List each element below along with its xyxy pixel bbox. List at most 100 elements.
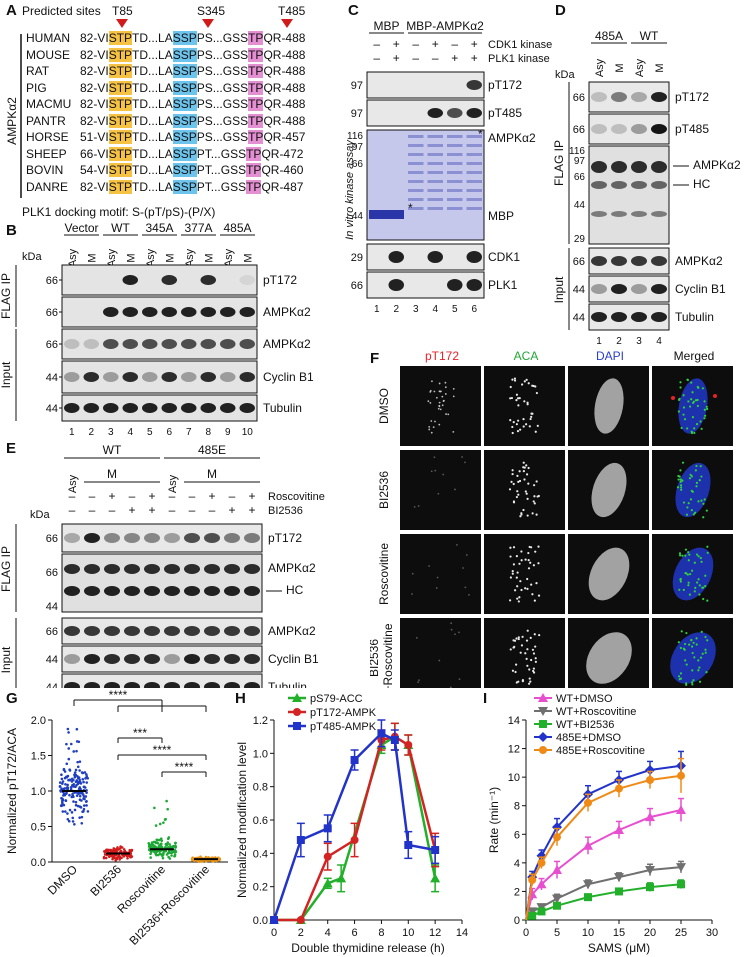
- data-point: [68, 793, 71, 797]
- micrograph-tile: [400, 450, 481, 530]
- blot-band: [64, 626, 80, 636]
- x-tick-label: 4: [325, 927, 331, 939]
- data-point: [58, 781, 62, 784]
- kinetochore-dot: [511, 469, 514, 472]
- y-tick-label: 0.0: [253, 915, 268, 927]
- y-axis-label: Rate (min⁻¹): [487, 787, 501, 853]
- blot-band: [447, 279, 463, 291]
- marker: [322, 878, 333, 888]
- kda-label: kDa: [30, 509, 50, 521]
- blot-band: [83, 372, 99, 382]
- blot-strip: [366, 99, 485, 127]
- alignment-k2: SSP: [172, 47, 197, 62]
- blot-band: [466, 279, 482, 291]
- sig-label: ***: [133, 726, 147, 740]
- data-point: [82, 797, 85, 800]
- data-point: [157, 844, 161, 848]
- kinetochore-dot: [685, 513, 689, 516]
- data-point: [170, 854, 173, 857]
- blot-band: [122, 339, 138, 349]
- data-point: [159, 842, 163, 845]
- blot-band: [181, 307, 197, 317]
- marker: [377, 729, 386, 738]
- data-point: [59, 804, 63, 807]
- alignment-start: 82-: [80, 179, 98, 194]
- kinetochore-dot: [525, 639, 529, 642]
- data-point: [122, 855, 126, 858]
- x-tick-label: 0: [523, 927, 529, 939]
- data-point: [60, 777, 64, 781]
- data-point: [68, 769, 72, 772]
- kinetochore-dot: [689, 498, 693, 501]
- kinetochore-dot: [537, 545, 540, 548]
- gel-band: [466, 207, 482, 210]
- gel-band: [466, 144, 482, 147]
- kinetochore-dot: [684, 548, 688, 551]
- kinetochore-dot: [705, 670, 708, 674]
- site-arrows: [116, 19, 293, 28]
- kinetochore-dot: [511, 425, 514, 429]
- kinetochore-dot: [679, 677, 683, 680]
- data-point: [162, 849, 166, 853]
- treatment-sign: –: [69, 489, 76, 503]
- blot-band: [142, 403, 158, 413]
- kinetochore-dot: [682, 501, 686, 504]
- alignment-k1: STP: [108, 97, 133, 111]
- kinetochore-dot: [508, 488, 512, 491]
- kinetochore-dot: [531, 648, 535, 651]
- kinetochore-dot: [682, 413, 685, 416]
- kinetochore-dot: [512, 482, 515, 486]
- signal-dot: [454, 488, 456, 491]
- blot-band: [631, 181, 647, 189]
- kinetochore-dot: [517, 636, 520, 639]
- legend-label: 485E+Roscovitine: [556, 745, 645, 757]
- micrograph-tile: [400, 618, 481, 688]
- gel-band: [447, 171, 463, 174]
- alignment-k2: SSP: [172, 163, 197, 177]
- data-point: [75, 727, 79, 731]
- blot-band: [142, 372, 158, 382]
- sig-label: ****: [109, 690, 128, 702]
- kinetochore-dot: [690, 475, 694, 478]
- kinetochore-dot: [678, 475, 681, 478]
- kinetochore-dot: [702, 516, 705, 519]
- signal-dot: [444, 393, 447, 395]
- blot-band: [224, 564, 240, 574]
- data-point: [70, 811, 74, 814]
- alignment-k3: TP: [246, 179, 262, 194]
- panel-c-kinase-assay: MBP MBP-AMPKα2– + – + – + CDK1 kinase– + – – + + PLK1…: [345, 20, 552, 315]
- alignment-m2: TD...LA: [132, 31, 173, 45]
- kinetochore-dot: [516, 597, 519, 600]
- kinetochore-dot: [517, 493, 520, 496]
- kinetochore-dot: [691, 683, 694, 686]
- data-point: [152, 840, 156, 844]
- kinetochore-dot: [679, 554, 682, 557]
- panel-label-g: G: [6, 690, 18, 707]
- alignment-m2: TD...LA: [132, 130, 173, 144]
- treatment-sign: –: [373, 51, 380, 65]
- marker: [323, 824, 332, 833]
- blot-band: [224, 682, 240, 688]
- group-label: 345A: [145, 221, 173, 235]
- kinetochore-dot: [695, 485, 698, 488]
- data-point: [66, 817, 70, 821]
- arrow-t485-icon: [281, 19, 293, 28]
- kinetochore-dot: [703, 498, 706, 501]
- input-section-label: Input: [553, 276, 566, 303]
- data-point: [166, 807, 169, 811]
- kinetochore-dot: [690, 381, 693, 384]
- kinetochore-dot: [699, 465, 702, 468]
- marker: [296, 836, 305, 844]
- kinetochore-dot: [533, 502, 536, 505]
- data-point: [115, 856, 119, 860]
- kinetochore-dot: [695, 637, 698, 640]
- blot-band: [611, 124, 627, 134]
- blot-band: [631, 284, 647, 294]
- kinetochore-dot: [509, 555, 512, 558]
- kinetochore-dot: [530, 415, 533, 418]
- signal-dot: [438, 401, 441, 404]
- signal-dot: [444, 386, 447, 389]
- blot-band: [144, 626, 160, 636]
- blot-band: [103, 307, 119, 317]
